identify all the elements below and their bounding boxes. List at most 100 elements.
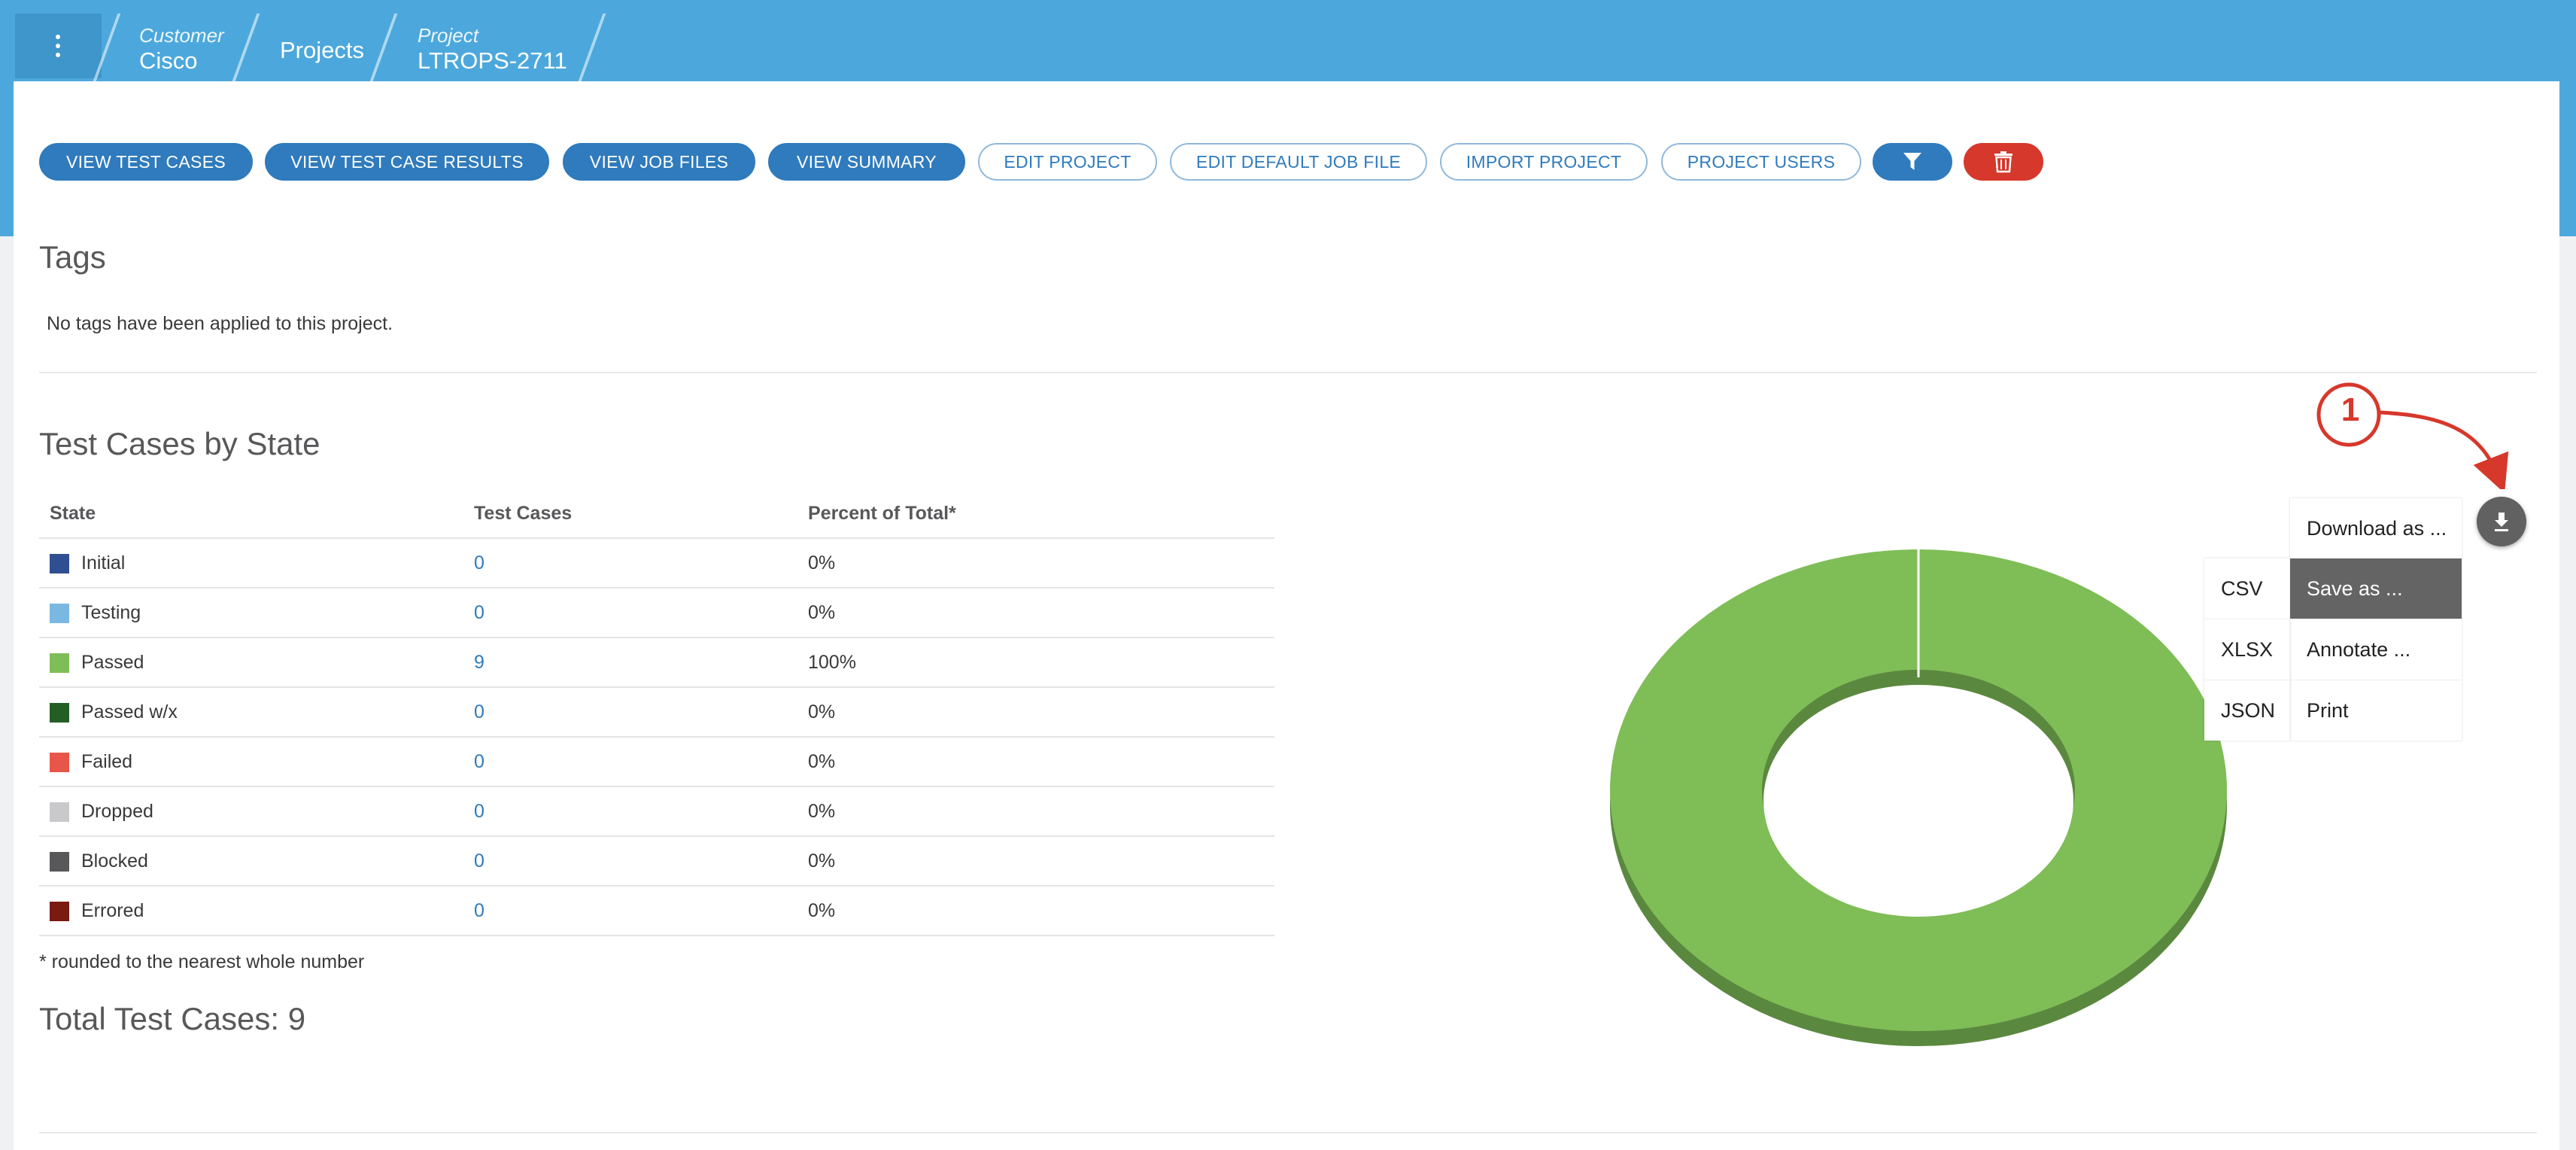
test-case-count-link[interactable]: 0: [474, 552, 485, 573]
state-cell: Testing: [39, 588, 463, 638]
state-label: Errored: [81, 899, 144, 921]
view-test-case-results-button[interactable]: VIEW TEST CASE RESULTS: [265, 143, 549, 181]
test-case-count-cell[interactable]: 0: [463, 588, 797, 638]
table-header-row: State Test Cases Percent of Total*: [39, 489, 1274, 539]
delete-button[interactable]: [1964, 143, 2043, 181]
table-row: Blocked 0 0%: [39, 836, 1274, 887]
filter-button[interactable]: [1873, 143, 1952, 181]
state-color-swatch: [50, 653, 69, 673]
state-donut-chart: [1610, 549, 2227, 1046]
state-cell: Failed: [39, 737, 463, 787]
test-case-count-cell[interactable]: 0: [463, 836, 797, 887]
table-row: Errored 0 0%: [39, 886, 1274, 936]
test-case-count-cell[interactable]: 0: [463, 687, 797, 738]
tags-empty-text: No tags have been applied to this projec…: [47, 313, 393, 334]
state-cell: Errored: [39, 886, 463, 936]
state-label: Initial: [81, 552, 126, 573]
test-case-count-cell[interactable]: 9: [463, 637, 797, 688]
submenu-item-csv[interactable]: CSV: [2204, 558, 2290, 619]
test-case-count-link[interactable]: 0: [474, 701, 485, 723]
state-color-swatch: [50, 901, 69, 921]
percent-cell: 0%: [797, 886, 1274, 936]
total-test-cases: Total Test Cases: 9: [39, 1001, 306, 1036]
table-row: Testing 0 0%: [39, 588, 1274, 638]
state-cell: Blocked: [39, 836, 463, 887]
breadcrumb-project-value: LTROPS-2711: [418, 47, 567, 74]
table-row: Failed 0 0%: [39, 737, 1274, 787]
breadcrumb-customer[interactable]: Customer Cisco: [139, 24, 224, 75]
test-case-count-cell[interactable]: 0: [463, 786, 797, 837]
percent-cell: 0%: [797, 836, 1274, 887]
menu-item-save-as[interactable]: Save as ...: [2290, 558, 2462, 619]
state-label: Blocked: [81, 850, 148, 872]
submenu-item-json[interactable]: JSON: [2204, 680, 2290, 741]
test-case-count-cell[interactable]: 0: [463, 737, 797, 787]
state-label: Testing: [81, 601, 141, 623]
menu-item-print[interactable]: Print: [2290, 680, 2462, 741]
menu-button[interactable]: [15, 14, 102, 78]
test-case-count-link[interactable]: 0: [474, 750, 485, 772]
project-users-button[interactable]: PROJECT USERS: [1661, 143, 1861, 181]
kebab-icon: [55, 35, 62, 57]
column-header-percent: Percent of Total*: [797, 489, 1274, 539]
percent-cell: 0%: [797, 786, 1274, 837]
state-cell: Passed w/x: [39, 687, 463, 738]
state-section-heading: Test Cases by State: [39, 426, 320, 461]
callout-arrow: [2316, 382, 2509, 489]
divider: [39, 1132, 2537, 1133]
test-case-count-link[interactable]: 0: [474, 899, 485, 921]
breadcrumb-projects[interactable]: Projects: [280, 37, 364, 63]
import-project-button[interactable]: IMPORT PROJECT: [1440, 143, 1648, 181]
callout-number: 1: [2341, 391, 2360, 428]
export-menu: [2290, 498, 2462, 741]
table-row: Dropped 0 0%: [39, 786, 1274, 837]
state-cell: Dropped: [39, 786, 463, 837]
percent-cell: 0%: [797, 588, 1274, 638]
test-case-count-link[interactable]: 0: [474, 850, 485, 872]
state-color-swatch: [50, 752, 69, 772]
state-label: Failed: [81, 750, 133, 772]
percent-cell: 0%: [797, 538, 1274, 589]
state-color-swatch: [50, 553, 69, 573]
tags-heading: Tags: [39, 239, 106, 275]
state-color-swatch: [50, 603, 69, 623]
breadcrumb-project-label: Project: [418, 24, 478, 47]
menu-item-download-as[interactable]: Download as ...: [2307, 516, 2447, 540]
download-button[interactable]: [2477, 497, 2526, 546]
filter-icon: [1903, 153, 1921, 170]
test-case-count-link[interactable]: 9: [474, 651, 485, 673]
breadcrumb-customer-label: Customer: [139, 24, 224, 47]
state-cell: Passed: [39, 637, 463, 688]
state-color-swatch: [50, 851, 69, 872]
view-summary-button[interactable]: VIEW SUMMARY: [768, 143, 965, 181]
column-header-state: State: [39, 489, 463, 539]
table-row: Initial 0 0%: [39, 538, 1274, 589]
view-test-cases-button[interactable]: VIEW TEST CASES: [39, 143, 253, 181]
state-table: State Test Cases Percent of Total* Initi…: [39, 489, 1274, 936]
top-bar: [0, 0, 2576, 81]
donut-slice-passed[interactable]: [1610, 549, 2227, 1046]
table-row: Passed 9 100%: [39, 637, 1274, 688]
test-case-count-link[interactable]: 0: [474, 601, 485, 623]
percent-cell: 0%: [797, 737, 1274, 787]
edit-project-button[interactable]: EDIT PROJECT: [978, 143, 1157, 181]
column-header-test-cases: Test Cases: [463, 489, 797, 539]
test-case-count-link[interactable]: 0: [474, 800, 485, 822]
state-label: Passed w/x: [81, 701, 178, 723]
view-job-files-button[interactable]: VIEW JOB FILES: [563, 143, 755, 181]
breadcrumb-customer-value: Cisco: [139, 47, 198, 74]
state-label: Passed: [81, 651, 144, 673]
table-row: Passed w/x 0 0%: [39, 687, 1274, 738]
submenu-item-xlsx[interactable]: XLSX: [2204, 619, 2290, 680]
breadcrumb-project[interactable]: Project LTROPS-2711: [418, 24, 567, 75]
edit-default-job-file-button[interactable]: EDIT DEFAULT JOB FILE: [1170, 143, 1427, 181]
trash-icon: [1994, 151, 2012, 173]
menu-item-annotate[interactable]: Annotate ...: [2290, 619, 2462, 680]
state-color-swatch: [50, 702, 69, 723]
state-label: Dropped: [81, 800, 153, 822]
test-case-count-cell[interactable]: 0: [463, 886, 797, 936]
state-color-swatch: [50, 802, 69, 822]
divider: [39, 372, 2537, 373]
footnote: * rounded to the nearest whole number: [39, 951, 365, 972]
test-case-count-cell[interactable]: 0: [463, 538, 797, 589]
